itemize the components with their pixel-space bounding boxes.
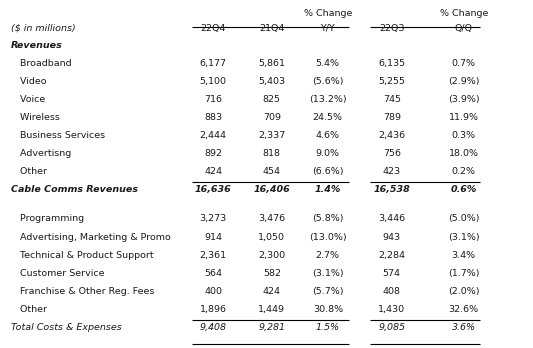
Text: 5,255: 5,255 [378,77,405,86]
Text: 9,281: 9,281 [259,323,285,332]
Text: 3,446: 3,446 [378,214,405,223]
Text: Q/Q: Q/Q [455,24,473,33]
Text: 756: 756 [383,149,401,158]
Text: Wireless: Wireless [11,113,60,122]
Text: 11.9%: 11.9% [449,113,479,122]
Text: 1,896: 1,896 [200,305,227,314]
Text: Customer Service: Customer Service [11,269,104,278]
Text: 0.2%: 0.2% [451,167,476,176]
Text: (5.0%): (5.0%) [448,214,480,223]
Text: (2.9%): (2.9%) [448,77,480,86]
Text: 5,100: 5,100 [200,77,227,86]
Text: 825: 825 [263,95,281,104]
Text: ($ in millions): ($ in millions) [11,24,75,33]
Text: 16,636: 16,636 [195,185,231,195]
Text: Revenues: Revenues [11,41,62,50]
Text: (3.1%): (3.1%) [448,232,480,242]
Text: 582: 582 [263,269,281,278]
Text: 2,337: 2,337 [258,131,286,140]
Text: 30.8%: 30.8% [313,305,343,314]
Text: 3,273: 3,273 [199,214,227,223]
Text: 6,177: 6,177 [200,59,227,68]
Text: Franchise & Other Reg. Fees: Franchise & Other Reg. Fees [11,287,154,296]
Text: Advertising, Marketing & Promo: Advertising, Marketing & Promo [11,232,171,242]
Text: Other: Other [11,305,47,314]
Text: (13.0%): (13.0%) [309,232,346,242]
Text: 24.5%: 24.5% [313,113,343,122]
Text: (3.9%): (3.9%) [448,95,480,104]
Text: 424: 424 [204,167,222,176]
Text: 1,050: 1,050 [259,232,285,242]
Text: 1,449: 1,449 [259,305,285,314]
Text: 6,135: 6,135 [378,59,405,68]
Text: 16,406: 16,406 [254,185,290,195]
Text: 408: 408 [383,287,401,296]
Text: Y/Y: Y/Y [320,24,335,33]
Text: 400: 400 [204,287,222,296]
Text: Cable Comms Revenues: Cable Comms Revenues [11,185,138,195]
Text: 5,403: 5,403 [259,77,285,86]
Text: % Change: % Change [304,9,352,18]
Text: 18.0%: 18.0% [449,149,479,158]
Text: 818: 818 [263,149,281,158]
Text: 2.7%: 2.7% [316,251,340,260]
Text: 21Q4: 21Q4 [259,24,285,33]
Text: Total Costs & Expenses: Total Costs & Expenses [11,323,122,332]
Text: (5.6%): (5.6%) [312,77,344,86]
Text: 9.0%: 9.0% [316,149,340,158]
Text: (1.7%): (1.7%) [448,269,480,278]
Text: 0.6%: 0.6% [450,185,477,195]
Text: 4.6%: 4.6% [316,131,340,140]
Text: 5,861: 5,861 [259,59,285,68]
Text: Business Services: Business Services [11,131,105,140]
Text: 22Q4: 22Q4 [200,24,226,33]
Text: 2,361: 2,361 [200,251,227,260]
Text: 424: 424 [263,287,281,296]
Text: % Change: % Change [440,9,488,18]
Text: Programming: Programming [11,214,84,223]
Text: 22Q3: 22Q3 [379,24,405,33]
Text: (5.7%): (5.7%) [312,287,344,296]
Text: Video: Video [11,77,46,86]
Text: 883: 883 [204,113,222,122]
Text: 716: 716 [204,95,222,104]
Text: 16,538: 16,538 [374,185,410,195]
Text: 0.7%: 0.7% [451,59,476,68]
Text: 32.6%: 32.6% [449,305,479,314]
Text: 2,436: 2,436 [378,131,405,140]
Text: 2,444: 2,444 [200,131,227,140]
Text: Technical & Product Support: Technical & Product Support [11,251,154,260]
Text: 9,408: 9,408 [200,323,227,332]
Text: Broadband: Broadband [11,59,71,68]
Text: 892: 892 [204,149,222,158]
Text: 709: 709 [263,113,281,122]
Text: Advertisng: Advertisng [11,149,71,158]
Text: 745: 745 [383,95,401,104]
Text: 423: 423 [383,167,401,176]
Text: 2,300: 2,300 [259,251,285,260]
Text: 454: 454 [263,167,281,176]
Text: 0.3%: 0.3% [451,131,476,140]
Text: (5.8%): (5.8%) [312,214,344,223]
Text: 1,430: 1,430 [378,305,405,314]
Text: 9,085: 9,085 [378,323,405,332]
Text: 574: 574 [383,269,401,278]
Text: (13.2%): (13.2%) [309,95,346,104]
Text: 943: 943 [383,232,401,242]
Text: (6.6%): (6.6%) [312,167,344,176]
Text: (3.1%): (3.1%) [312,269,344,278]
Text: 3.6%: 3.6% [451,323,476,332]
Text: Other: Other [11,167,47,176]
Text: Voice: Voice [11,95,45,104]
Text: 914: 914 [204,232,222,242]
Text: 789: 789 [383,113,401,122]
Text: 564: 564 [204,269,222,278]
Text: 3,476: 3,476 [259,214,285,223]
Text: 3.4%: 3.4% [451,251,476,260]
Text: 1.5%: 1.5% [316,323,340,332]
Text: 1.4%: 1.4% [314,185,341,195]
Text: 2,284: 2,284 [378,251,405,260]
Text: 5.4%: 5.4% [316,59,340,68]
Text: (2.0%): (2.0%) [448,287,480,296]
